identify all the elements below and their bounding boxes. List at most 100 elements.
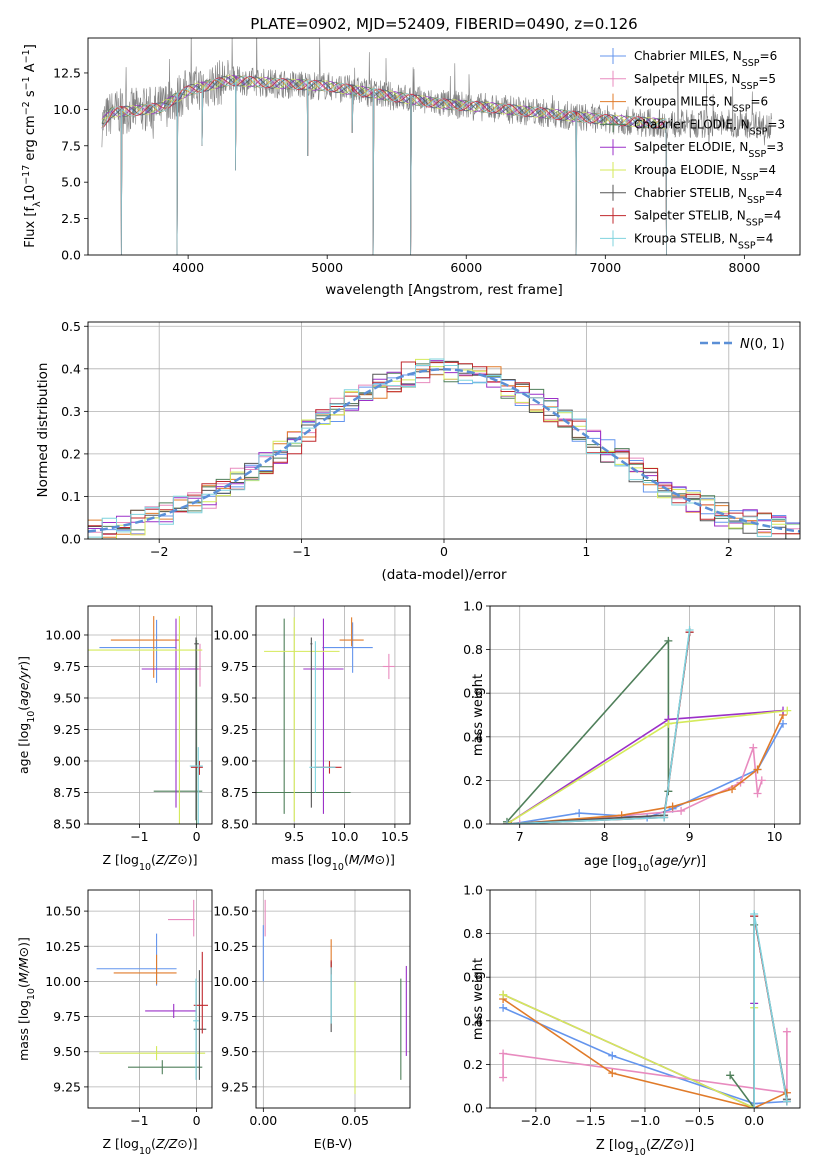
weight-marker xyxy=(499,1003,508,1012)
x-tick-label: 7 xyxy=(516,829,524,844)
x-tick-label: 0 xyxy=(193,1113,201,1128)
model-spectrum-kroupa-elodie xyxy=(101,74,667,255)
age-Z-xlabel-part: )] xyxy=(188,852,198,867)
spectrum-ylabel-part: −1 xyxy=(21,76,32,90)
x-tick-label: 7000 xyxy=(589,260,621,275)
legend-label: Kroupa ELODIE, NSSP=4 xyxy=(634,163,776,183)
legend-label: Salpeter ELODIE, NSSP=3 xyxy=(634,140,784,160)
legend-label-part: SSP xyxy=(750,126,768,137)
x-tick-label: 9 xyxy=(686,829,694,844)
y-tick-label: 10.25 xyxy=(45,939,81,954)
legend-label-part: =6 xyxy=(750,95,768,109)
series-chabrier-elodie xyxy=(502,636,673,824)
weight-Z-xlabel-part: )] xyxy=(684,1138,694,1153)
weight-marker xyxy=(499,1049,508,1058)
y-tick-label: 9.50 xyxy=(221,1044,249,1059)
y-tick-label: 0.8 xyxy=(463,642,483,657)
age-Z-xlabel-part: Z [log xyxy=(102,852,138,867)
y-tick-label: 0.2 xyxy=(61,446,81,461)
weight-Z-xlabel-part: 10 xyxy=(634,1147,646,1158)
x-tick-label: −0.5 xyxy=(684,1113,714,1128)
weight-marker xyxy=(779,719,788,728)
y-tick-label: 0.2 xyxy=(463,1057,483,1072)
spectrum-ylabel-part: 10 xyxy=(23,185,38,202)
weight-marker xyxy=(668,802,677,811)
spectrum-frame xyxy=(87,37,801,256)
point-kroupa-stelib xyxy=(193,978,199,1080)
model-spectrum-chabrier-elodie xyxy=(101,75,667,255)
weight-marker xyxy=(502,820,511,824)
x-tick-label: −2 xyxy=(150,544,168,559)
legend-label-part: Salpeter ELODIE, N xyxy=(634,140,748,154)
weight-Z-ylabel: mass weight xyxy=(471,958,486,1040)
spectrum-ylabel-part: −2 xyxy=(21,101,32,115)
mass-Z-ylabel-part: 10 xyxy=(26,988,37,1000)
residuals-legend: N(0, 1) xyxy=(700,337,785,352)
y-tick-label: 9.25 xyxy=(221,722,249,737)
age-Z-ylabel-part: age [log xyxy=(16,723,31,774)
legend-label: Kroupa STELIB, NSSP=4 xyxy=(634,231,773,251)
y-tick-label: 8.75 xyxy=(221,785,249,800)
legend-label: Salpeter MILES, NSSP=5 xyxy=(634,72,776,92)
weight-age-xlabel-part: age/yr xyxy=(654,854,697,869)
x-tick-label: 10 xyxy=(767,829,783,844)
age-mass-xlabel-part: )] xyxy=(385,852,395,867)
x-tick-label: 8 xyxy=(601,829,609,844)
series-salpeter-elodie xyxy=(502,706,788,824)
y-tick-label: 8.75 xyxy=(53,785,81,800)
x-tick-label: −1 xyxy=(292,544,310,559)
y-tick-label: 0.0 xyxy=(463,1101,483,1116)
series-kroupa-elodie xyxy=(502,706,792,824)
legend-label-part: Kroupa ELODIE, N xyxy=(634,163,741,177)
weight-marker xyxy=(499,990,508,999)
weight-line xyxy=(753,913,788,1108)
legend-label: Chabrier MILES, NSSP=6 xyxy=(634,49,777,69)
weight-line xyxy=(502,1031,788,1094)
y-tick-label: 10.00 xyxy=(213,974,249,989)
y-tick-label: 9.25 xyxy=(53,722,81,737)
x-tick-label: −2.0 xyxy=(521,1113,551,1128)
spectrum-ylabel-part: λ xyxy=(32,201,43,207)
y-tick-label: 10.00 xyxy=(45,627,81,642)
x-tick-label: −1 xyxy=(130,829,148,844)
model-spectrum-salpeter-miles xyxy=(101,76,667,255)
legend-label-part: Kroupa MILES, N xyxy=(634,95,733,109)
legend-label-part: SSP xyxy=(748,149,766,160)
mass-Z-plot-area xyxy=(96,899,208,1080)
age-Z-xlabel-part: Z/Z⊙ xyxy=(155,852,188,867)
y-tick-label: 9.75 xyxy=(53,1009,81,1024)
y-tick-label: 12.5 xyxy=(53,65,81,80)
spectrum-ylabel-part: −17 xyxy=(21,165,32,185)
model-spectrum-kroupa-stelib xyxy=(101,75,667,255)
weight-Z-plot-area xyxy=(499,909,791,1108)
x-tick-label: −1.0 xyxy=(630,1113,660,1128)
point-kroupa-miles xyxy=(110,616,180,678)
weight-line xyxy=(502,998,788,1108)
point-salpeter-miles xyxy=(168,899,195,937)
y-tick-label: 9.00 xyxy=(221,753,249,768)
y-tick-label: 9.75 xyxy=(221,1009,249,1024)
legend-label-part: =4 xyxy=(764,209,782,223)
point-salpeter-elodie xyxy=(145,1003,197,1018)
legend-label-part: Kroupa STELIB, N xyxy=(634,231,738,245)
age-Z-plot-area xyxy=(88,616,203,824)
spectrum-ylabel-part: Flux [f xyxy=(23,207,38,248)
y-tick-label: 10.25 xyxy=(213,939,249,954)
legend-label-part: =4 xyxy=(765,186,783,200)
legend-label-part: =4 xyxy=(756,231,774,245)
weight-marker xyxy=(750,1104,759,1108)
x-tick-label: 1 xyxy=(582,544,590,559)
spectrum-ylabel-part: ] xyxy=(23,44,38,49)
legend-label-part: Salpeter MILES, N xyxy=(634,72,741,86)
y-tick-label: 2.5 xyxy=(61,211,81,226)
point-salpeter-elodie xyxy=(141,618,198,808)
weight-marker xyxy=(757,776,766,785)
weight-marker xyxy=(782,1097,791,1106)
point-kroupa-miles xyxy=(339,617,364,647)
weight-Z-panel: −2.0 −1.5 −1.0 −0.5 0.0 0.0 0.2 0.4 0.6 0.8 1.0 Z [… xyxy=(463,883,801,1158)
mass-Z-ylabel-part: mass [log xyxy=(16,1000,31,1061)
spectrum-ylabel-part: A xyxy=(23,63,38,76)
point-kroupa-elodie xyxy=(264,617,340,822)
legend-label-part: SSP xyxy=(741,172,759,183)
series-salpeter-miles xyxy=(515,743,766,824)
